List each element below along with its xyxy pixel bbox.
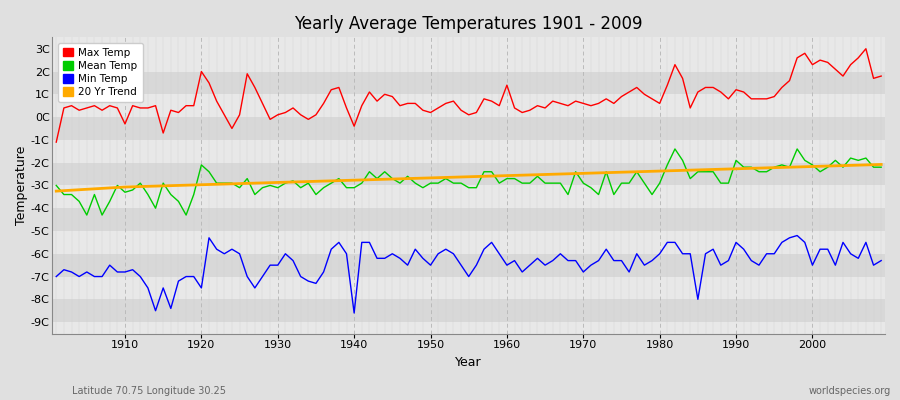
Bar bbox=[52, 186, 885, 208]
Bar bbox=[52, 208, 885, 231]
Text: worldspecies.org: worldspecies.org bbox=[809, 386, 891, 396]
Title: Yearly Average Temperatures 1901 - 2009: Yearly Average Temperatures 1901 - 2009 bbox=[294, 15, 643, 33]
Bar bbox=[52, 276, 885, 299]
X-axis label: Year: Year bbox=[455, 356, 482, 369]
Legend: Max Temp, Mean Temp, Min Temp, 20 Yr Trend: Max Temp, Mean Temp, Min Temp, 20 Yr Tre… bbox=[58, 42, 143, 102]
Bar bbox=[52, 254, 885, 276]
Bar bbox=[52, 117, 885, 140]
Bar bbox=[52, 299, 885, 322]
Bar bbox=[52, 72, 885, 94]
Bar bbox=[52, 140, 885, 163]
Bar bbox=[52, 94, 885, 117]
Bar bbox=[52, 163, 885, 186]
Y-axis label: Temperature: Temperature bbox=[15, 146, 28, 225]
Bar bbox=[52, 49, 885, 72]
Bar bbox=[52, 231, 885, 254]
Text: Latitude 70.75 Longitude 30.25: Latitude 70.75 Longitude 30.25 bbox=[72, 386, 226, 396]
